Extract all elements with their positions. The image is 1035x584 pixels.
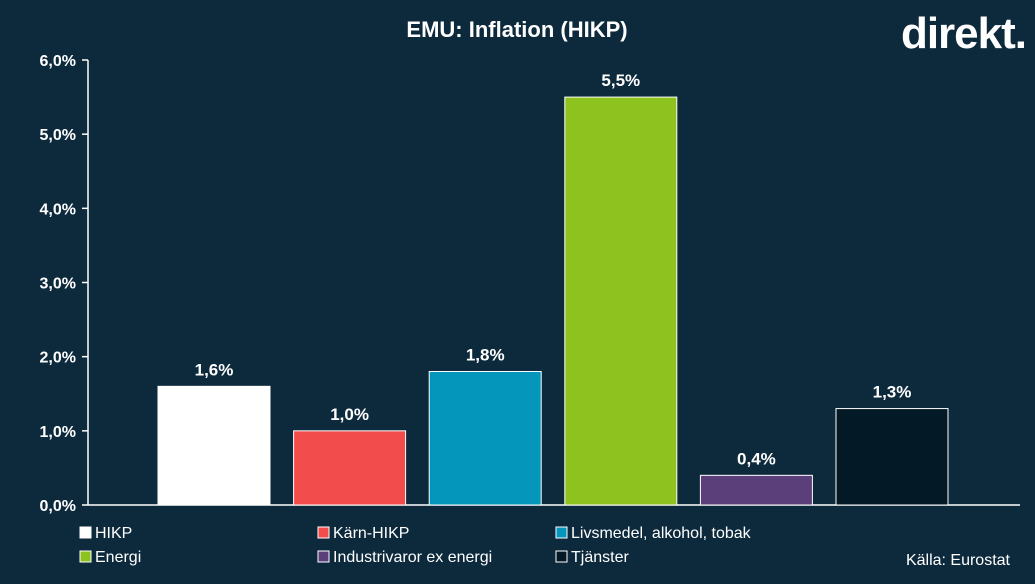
legend-swatch-3 (79, 550, 92, 563)
bar-4 (699, 474, 813, 506)
legend-label-1: Kärn-HIKP (333, 525, 409, 542)
data-label-1: 1,0% (330, 405, 369, 424)
y-tick-label: 4,0% (40, 201, 76, 218)
bar-3 (564, 96, 678, 506)
legend-swatch-2 (555, 526, 568, 539)
y-tick-label: 3,0% (40, 276, 76, 293)
legend-swatch-0 (79, 526, 92, 539)
data-label-4: 0,4% (737, 449, 776, 468)
legend-swatch-5 (555, 550, 568, 563)
legend: HIKP Kärn-HIKP Livsmedel, alkohol, tobak En… (79, 525, 752, 566)
data-label-2: 1,8% (466, 346, 505, 365)
bar-1 (293, 430, 407, 506)
data-label-0: 1,6% (195, 360, 234, 379)
data-label-5: 1,3% (873, 383, 912, 402)
direkt-logo: direkt. (901, 9, 1026, 58)
legend-swatch-1 (317, 526, 330, 539)
legend-swatch-4 (317, 550, 330, 563)
legend-label-0: HIKP (95, 525, 132, 542)
legend-label-2: Livsmedel, alkohol, tobak (571, 525, 752, 542)
bar-2 (428, 371, 542, 506)
y-tick-label: 2,0% (40, 350, 76, 367)
source-note: Källa: Eurostat (906, 552, 1011, 569)
data-labels-layer: 1,6% 1,0% 1,8% 5,5% 0,4% 1,3% (195, 71, 912, 468)
y-tick-label: 5,0% (40, 127, 76, 144)
y-tick-label: 1,0% (40, 424, 76, 441)
bars-layer (157, 96, 949, 506)
legend-label-5: Tjänster (571, 549, 629, 566)
bar-5 (835, 408, 949, 506)
y-tick-label: 6,0% (40, 53, 76, 70)
y-tick-label: 0,0% (40, 498, 76, 515)
data-label-3: 5,5% (601, 71, 640, 90)
bar-0 (157, 385, 271, 506)
chart-title: EMU: Inflation (HIKP) (406, 17, 627, 42)
legend-label-4: Industrivaror ex energi (333, 549, 492, 566)
legend-label-3: Energi (95, 549, 141, 566)
